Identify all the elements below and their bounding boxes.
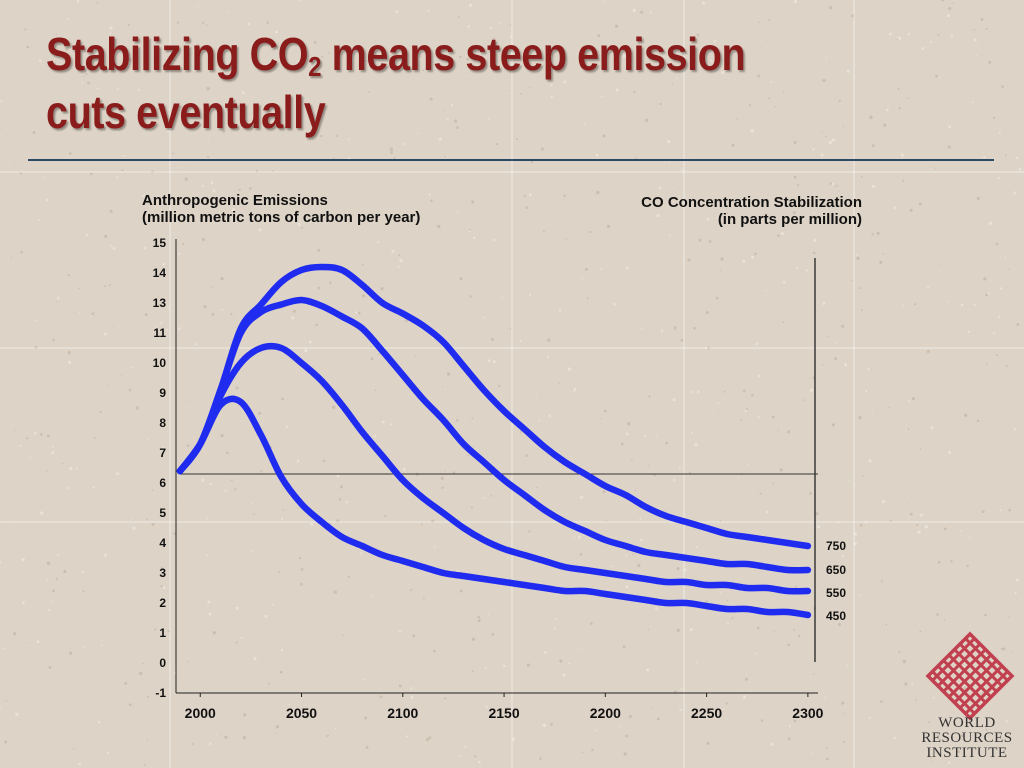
series-label-650: 650 — [826, 563, 846, 577]
y-tick-label: 4 — [159, 536, 166, 550]
x-tick-label: 2150 — [488, 705, 519, 721]
series-line-650 — [176, 296, 812, 574]
x-tick-label: 2000 — [185, 705, 216, 721]
y-tick-label: -1 — [155, 686, 166, 700]
slide-title-subscript: 2 — [308, 51, 322, 82]
slide-title-part2: means steep emission — [321, 28, 746, 80]
y-tick-label: 11 — [153, 326, 166, 340]
x-tick-label: 2050 — [286, 705, 317, 721]
slide-title: Stabilizing CO2 means steep emission cut… — [46, 26, 854, 140]
slide-title-line2: cuts eventually — [46, 86, 326, 139]
y-tick-label: 3 — [159, 566, 166, 580]
legend-title-line2: (in parts per million) — [718, 211, 862, 228]
series-line-450 — [176, 395, 812, 619]
wri-logo-text: WORLD RESOURCES INSTITUTE — [912, 716, 1022, 761]
wri-logo-icon — [925, 631, 1015, 721]
x-tick-label: 2100 — [387, 705, 418, 721]
x-tick-label: 2250 — [691, 705, 722, 721]
y-tick-label: 10 — [153, 356, 167, 370]
series-label-550: 550 — [826, 586, 846, 600]
y-tick-label: 1 — [159, 626, 166, 640]
y-tick-label: 8 — [159, 416, 166, 430]
series-line-550 — [176, 342, 812, 595]
y-tick-label: 7 — [159, 446, 166, 460]
wri-logo-line-1: WORLD — [938, 715, 996, 731]
wri-logo-line-3: INSTITUTE — [926, 745, 1008, 761]
y-tick-label: 9 — [159, 386, 166, 400]
wri-logo-line-2: RESOURCES — [921, 730, 1013, 746]
y-tick-label: 5 — [159, 506, 166, 520]
series-label-750: 750 — [826, 539, 846, 553]
slide-title-part1: Stabilizing CO — [46, 28, 309, 80]
y-tick-label: 2 — [159, 596, 166, 610]
y-tick-label: 13 — [153, 296, 167, 310]
y-axis-label-line2: (million metric tons of carbon per year) — [142, 209, 420, 226]
x-tick-label: 2300 — [792, 705, 823, 721]
y-axis-label-line1: Anthropogenic Emissions — [142, 192, 328, 209]
y-tick-label: 14 — [153, 266, 167, 280]
legend-title-line1: CO Concentration Stabilization — [641, 194, 862, 211]
y-tick-label: 15 — [153, 236, 167, 250]
title-divider — [28, 159, 994, 161]
y-tick-label: 6 — [159, 476, 166, 490]
series-line-750 — [176, 263, 812, 550]
y-tick-label: 0 — [159, 656, 166, 670]
series-label-450: 450 — [826, 609, 846, 623]
x-tick-label: 2200 — [590, 705, 621, 721]
